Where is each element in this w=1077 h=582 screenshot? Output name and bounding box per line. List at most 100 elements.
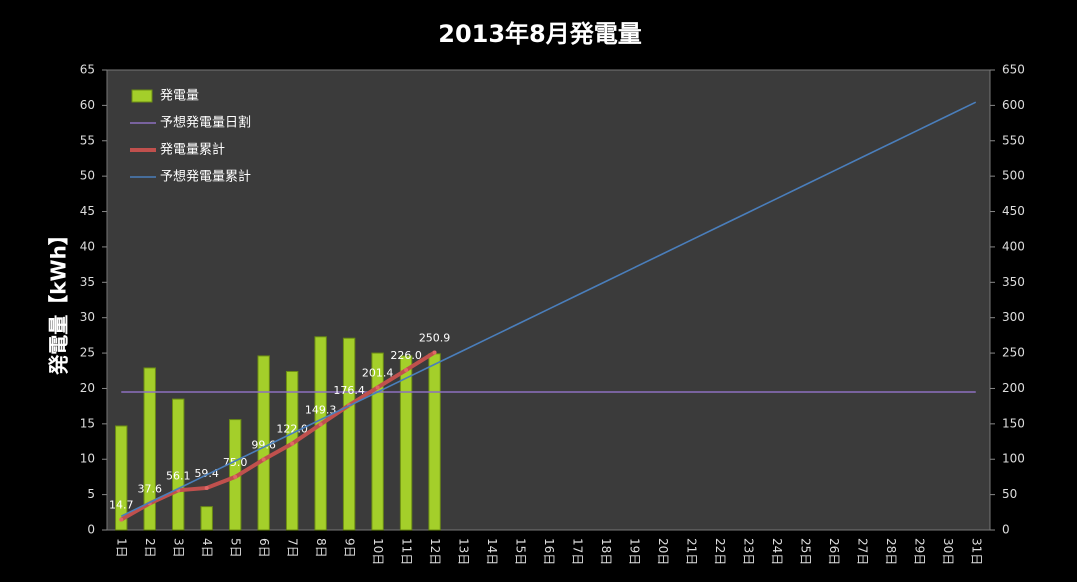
x-tick-label: 29日 <box>912 538 926 565</box>
line <box>120 101 977 517</box>
data-label: 250.9 <box>419 331 451 344</box>
data-label: 59.4 <box>194 467 219 480</box>
x-tick-label: 15日 <box>514 538 528 565</box>
y2-tick-label: 250 <box>1002 346 1025 360</box>
x-tick-label: 10日 <box>371 538 385 565</box>
y2-tick-label: 50 <box>1002 487 1017 501</box>
x-tick-label: 20日 <box>656 538 670 565</box>
x-tick-label: 8日 <box>314 538 328 558</box>
bar <box>399 355 413 531</box>
marker <box>404 368 409 373</box>
legend-label: 予想発電量日割 <box>160 115 251 131</box>
y-tick-label: 10 <box>80 452 95 466</box>
x-tick-label: 9日 <box>343 538 357 558</box>
x-tick-label: 6日 <box>257 538 271 558</box>
x-tick-label: 18日 <box>599 538 613 565</box>
x-tick-label: 5日 <box>229 538 243 558</box>
x-tick-label: 14日 <box>485 538 499 565</box>
bar <box>371 352 384 531</box>
x-tick-label: 1日 <box>115 538 129 558</box>
y-tick-label: 15 <box>80 416 95 430</box>
marker <box>375 385 380 390</box>
x-tick-label: 17日 <box>570 538 584 565</box>
legend-label: 予想発電量累計 <box>160 169 251 185</box>
y-tick-label: 50 <box>80 169 95 183</box>
y-axis-label: 発電量【kWh】 <box>47 225 71 376</box>
y-tick-label: 40 <box>80 239 95 253</box>
bar <box>143 367 156 531</box>
data-label: 226.0 <box>390 349 422 362</box>
data-label: 56.1 <box>166 469 191 482</box>
bar <box>285 370 299 531</box>
y2-tick-label: 650 <box>1002 63 1025 77</box>
line <box>120 350 436 522</box>
y-tick-label: 25 <box>80 346 95 360</box>
y2-tick-label: 200 <box>1002 381 1025 395</box>
y-tick-label: 0 <box>87 523 95 537</box>
y-tick-label: 45 <box>80 204 95 218</box>
x-tick-label: 22日 <box>713 538 727 565</box>
marker <box>318 422 323 427</box>
x-tick-label: 11日 <box>400 538 414 565</box>
x-tick-label: 21日 <box>684 538 698 565</box>
y-tick-label: 5 <box>87 487 95 501</box>
y2-tick-label: 350 <box>1002 275 1025 289</box>
x-tick-label: 2日 <box>143 538 157 558</box>
bar <box>342 337 356 531</box>
bar <box>428 353 441 531</box>
bar <box>200 506 213 531</box>
x-tick-label: 4日 <box>200 538 214 558</box>
x-tick-label: 23日 <box>741 538 755 565</box>
legend-label: 発電量 <box>160 89 199 104</box>
legend-label: 発電量累計 <box>160 142 225 158</box>
bar <box>314 336 327 531</box>
x-tick-label: 19日 <box>627 538 641 565</box>
data-label: 122.0 <box>276 423 308 436</box>
x-tick-label: 25日 <box>798 538 812 565</box>
marker <box>119 517 124 522</box>
y-tick-label: 35 <box>80 275 95 289</box>
x-tick-label: 13日 <box>457 538 471 565</box>
y2-tick-label: 400 <box>1002 239 1025 253</box>
data-label: 149.3 <box>305 403 337 416</box>
x-tick-label: 16日 <box>542 538 556 565</box>
x-tick-label: 24日 <box>770 538 784 565</box>
bar <box>257 355 270 531</box>
x-tick-label: 26日 <box>827 538 841 565</box>
bar <box>115 425 128 531</box>
x-tick-label: 30日 <box>941 538 955 565</box>
data-label: 176.4 <box>333 384 365 397</box>
x-tick-label: 12日 <box>428 538 442 565</box>
marker <box>432 350 437 355</box>
y-tick-label: 20 <box>80 381 95 395</box>
bar <box>172 398 185 531</box>
data-label: 14.7 <box>109 499 134 512</box>
y2-tick-label: 450 <box>1002 204 1025 218</box>
y2-tick-label: 500 <box>1002 169 1025 183</box>
data-label: 99.6 <box>251 439 276 452</box>
y-tick-label: 65 <box>80 63 95 77</box>
chart-title: 2013年8月発電量 <box>438 20 642 48</box>
y-tick-label: 60 <box>80 98 95 112</box>
marker <box>290 441 295 446</box>
x-tick-label: 28日 <box>884 538 898 565</box>
y2-tick-label: 100 <box>1002 452 1025 466</box>
data-label: 37.6 <box>137 482 162 495</box>
data-label: 75.0 <box>223 456 248 469</box>
plot-area <box>106 69 991 531</box>
y2-tick-label: 550 <box>1002 133 1025 147</box>
marker <box>261 457 266 462</box>
data-label: 201.4 <box>362 366 394 379</box>
x-tick-label: 3日 <box>172 538 186 558</box>
x-tick-label: 31日 <box>969 538 983 565</box>
x-tick-label: 27日 <box>855 538 869 565</box>
y-tick-label: 30 <box>80 310 95 324</box>
y2-tick-label: 300 <box>1002 310 1025 324</box>
legend-swatch <box>131 89 153 103</box>
y2-tick-label: 150 <box>1002 416 1025 430</box>
marker <box>233 474 238 479</box>
x-tick-label: 7日 <box>286 538 300 558</box>
y2-tick-label: 0 <box>1002 523 1010 537</box>
y2-tick-label: 600 <box>1002 98 1025 112</box>
